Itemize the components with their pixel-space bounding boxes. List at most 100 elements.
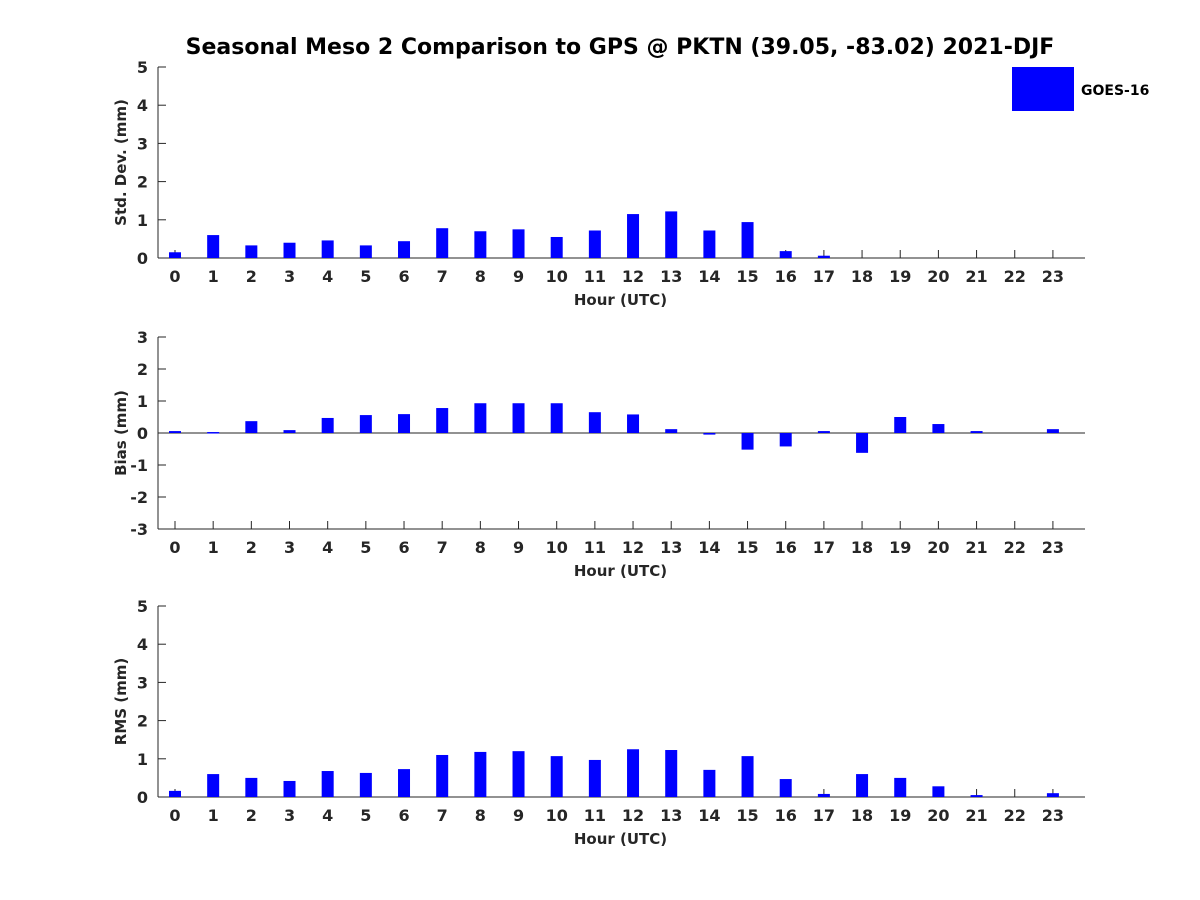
bar-hour-12 (627, 214, 640, 258)
x-tick-label: 18 (851, 538, 873, 557)
bar-hour-11 (588, 412, 601, 433)
x-tick-label: 8 (475, 267, 486, 286)
bar-hour-14 (703, 769, 716, 797)
bar-hour-2 (245, 777, 258, 797)
y-tick-label: 5 (137, 597, 148, 616)
bar-hour-8 (474, 231, 487, 258)
bar-hour-13 (665, 429, 678, 433)
y-tick-label: 4 (137, 96, 148, 115)
bar-hour-4 (321, 417, 334, 433)
x-tick-label: 21 (965, 538, 987, 557)
bar-hour-0 (169, 431, 181, 433)
x-tick-label: 4 (322, 267, 333, 286)
x-tick-label: 13 (660, 538, 682, 557)
x-tick-label: 8 (475, 806, 486, 825)
x-tick-label: 16 (775, 267, 797, 286)
y-tick-label: 3 (137, 134, 148, 153)
x-tick-label: 8 (475, 538, 486, 557)
bar-hour-10 (550, 236, 563, 258)
bar-hour-15 (741, 222, 754, 258)
x-tick-label: 4 (322, 538, 333, 557)
x-tick-label: 22 (1004, 538, 1026, 557)
bar-hour-11 (588, 759, 601, 797)
bar-hour-7 (436, 228, 449, 258)
bar-hour-9 (512, 403, 525, 433)
x-tick-label: 1 (208, 267, 219, 286)
y-tick-label: -2 (130, 488, 148, 507)
x-tick-label: 3 (284, 538, 295, 557)
x-tick-label: 7 (437, 538, 448, 557)
x-tick-label: 0 (169, 538, 180, 557)
x-tick-label: 18 (851, 806, 873, 825)
x-tick-label: 12 (622, 806, 644, 825)
x-tick-label: 15 (736, 806, 758, 825)
bar-hour-17 (817, 255, 830, 258)
bar-hour-6 (398, 769, 411, 797)
bar-hour-3 (283, 780, 296, 797)
x-tick-label: 21 (965, 806, 987, 825)
x-tick-label: 9 (513, 806, 524, 825)
x-tick-label: 19 (889, 806, 911, 825)
y-tick-label: 0 (137, 424, 148, 443)
x-tick-label: 9 (513, 267, 524, 286)
y-tick-label: 1 (137, 392, 148, 411)
y-tick-label: -3 (130, 520, 148, 539)
x-tick-label: 14 (698, 538, 720, 557)
y-axis-label: Std. Dev. (mm) (112, 99, 130, 226)
y-tick-label: 2 (137, 712, 148, 731)
y-tick-label: 2 (137, 173, 148, 192)
y-tick-label: 0 (137, 249, 148, 268)
bar-hour-14 (703, 230, 716, 258)
x-tick-label: 10 (546, 267, 568, 286)
bar-hour-9 (512, 751, 525, 797)
x-tick-label: 14 (698, 267, 720, 286)
x-tick-label: 7 (437, 806, 448, 825)
x-axis-label: Hour (UTC) (574, 830, 667, 848)
bar-hour-13 (665, 750, 678, 797)
y-tick-label: 4 (137, 635, 148, 654)
x-tick-label: 2 (246, 538, 257, 557)
legend: GOES-16 (1012, 67, 1149, 111)
chart-title: Seasonal Meso 2 Comparison to GPS @ PKTN… (186, 35, 1055, 60)
y-tick-label: 0 (137, 788, 148, 807)
bar-hour-18 (856, 433, 869, 453)
x-tick-label: 15 (736, 538, 758, 557)
y-tick-label: 3 (137, 328, 148, 347)
x-tick-label: 3 (284, 267, 295, 286)
x-tick-label: 20 (927, 538, 949, 557)
x-tick-label: 5 (360, 806, 371, 825)
x-tick-label: 23 (1042, 806, 1064, 825)
x-tick-label: 7 (437, 267, 448, 286)
bar-hour-0 (169, 790, 181, 797)
y-tick-label: 5 (137, 58, 148, 77)
bar-hour-6 (398, 414, 411, 433)
x-tick-label: 2 (246, 806, 257, 825)
bar-hour-5 (359, 415, 372, 433)
x-tick-label: 1 (208, 538, 219, 557)
bar-hour-14 (703, 433, 716, 435)
bar-hour-8 (474, 751, 487, 797)
bar-hour-12 (627, 749, 640, 797)
x-tick-label: 11 (584, 806, 606, 825)
x-tick-label: 6 (398, 538, 409, 557)
bar-hour-5 (359, 772, 372, 797)
y-axis-label: Bias (mm) (112, 390, 130, 476)
bar-hour-21 (970, 795, 983, 797)
y-tick-label: 1 (137, 211, 148, 230)
bar-hour-17 (817, 793, 830, 797)
x-tick-label: 2 (246, 267, 257, 286)
x-tick-label: 21 (965, 267, 987, 286)
bar-hour-7 (436, 408, 449, 433)
bar-hour-20 (932, 424, 945, 433)
bar-hour-23 (1046, 793, 1059, 797)
bar-hour-13 (665, 211, 678, 258)
x-tick-label: 6 (398, 267, 409, 286)
y-tick-label: -1 (130, 456, 148, 475)
x-tick-label: 23 (1042, 267, 1064, 286)
x-tick-label: 20 (927, 267, 949, 286)
bar-hour-1 (207, 432, 220, 434)
x-tick-label: 13 (660, 267, 682, 286)
